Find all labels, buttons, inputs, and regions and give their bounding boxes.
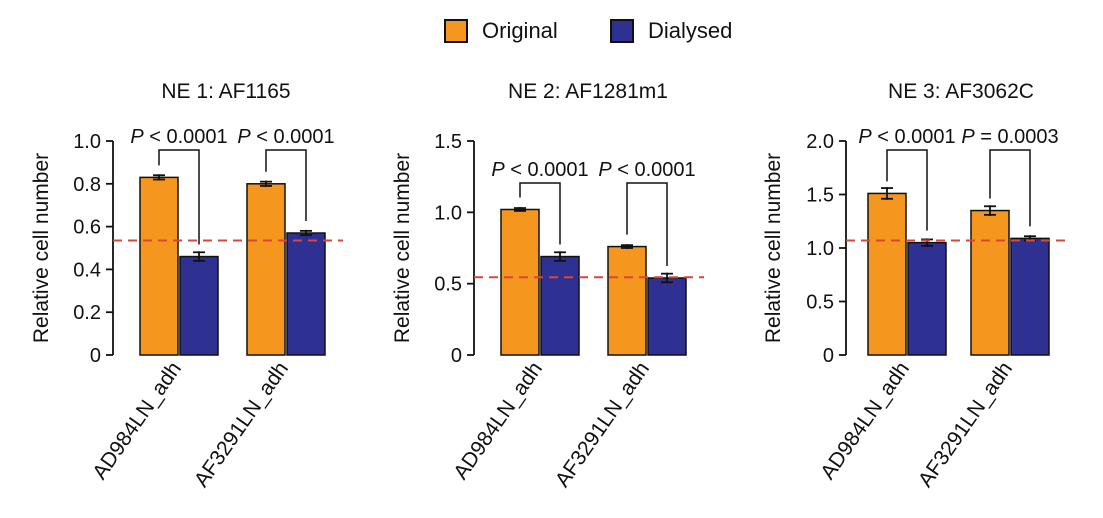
panel-2-title: NE 2: AF1281m1 xyxy=(508,80,668,103)
panel-2-bar-original-2 xyxy=(607,245,647,356)
legend-swatch-dialysed xyxy=(610,19,634,43)
panel-3-sig-bracket-2 xyxy=(989,149,1031,227)
panel-3-ylabel: Relative cell number xyxy=(762,153,785,343)
panel-2-category-label: AF3291LN_adh xyxy=(551,358,654,492)
legend-item-original: Original xyxy=(444,14,558,48)
panel-2-sig-bracket-1 xyxy=(519,182,561,245)
panel-1-ytick-label: 1.0 xyxy=(73,131,101,153)
panel-2-category-label: AD984LN_adh xyxy=(449,358,547,484)
panel-1-bar-dialysed-1 xyxy=(179,255,219,356)
panel-1-title: NE 1: AF1165 xyxy=(161,80,290,103)
panel-2-ylabel: Relative cell number xyxy=(391,153,414,343)
panel-3-title: NE 3: AF3062C xyxy=(888,80,1034,103)
panel-1-ytick-label: 0 xyxy=(90,345,101,367)
panel-1-sig-bracket-1 xyxy=(158,149,200,245)
panel-3-ytick-label: 0 xyxy=(823,345,834,367)
panel-1-ytick-label: 0.8 xyxy=(73,174,101,196)
panel-2-bar-original-1 xyxy=(500,208,540,356)
panel-3-ytick-label: 2.0 xyxy=(806,131,834,153)
panel-2-p-value-2: P < 0.0001 xyxy=(598,159,695,181)
panel-3-category-label: AD984LN_adh xyxy=(816,358,914,484)
panel-2-ytick-label: 1.5 xyxy=(434,131,462,153)
panel-2-p-value-1: P < 0.0001 xyxy=(491,159,588,181)
legend-swatch-original xyxy=(444,19,468,43)
panel-1-category-label: AD984LN_adh xyxy=(88,358,186,484)
panel-1-sig-bracket-2 xyxy=(265,149,307,222)
panel-3-bar-dialysed-2 xyxy=(1010,237,1050,356)
panel-3-ytick-label: 1.0 xyxy=(806,238,834,260)
panel-1-category-label: AF3291LN_adh xyxy=(190,358,293,492)
panel-1-ytick-label: 0.6 xyxy=(73,217,101,239)
panel-3-bar-original-2 xyxy=(970,209,1010,356)
panel-2-bar-dialysed-2 xyxy=(647,277,687,356)
panel-1-p-value-2: P < 0.0001 xyxy=(237,126,334,148)
panel-3-p-value-2: P = 0.0003 xyxy=(961,126,1058,148)
panel-3-p-value-1: P < 0.0001 xyxy=(858,126,955,148)
legend-label-dialysed: Dialysed xyxy=(648,18,733,43)
legend-item-dialysed: Dialysed xyxy=(610,14,732,48)
panel-1-bar-original-1 xyxy=(139,176,179,356)
panel-3-sig-bracket-1 xyxy=(886,149,928,231)
panel-3-bar-original-1 xyxy=(867,192,907,356)
panel-3-category-label: AF3291LN_adh xyxy=(914,358,1017,492)
panel-2-ytick-label: 0.5 xyxy=(434,274,462,296)
panel-3-ytick-label: 0.5 xyxy=(806,292,834,314)
panel-2-ytick-label: 1.0 xyxy=(434,202,462,224)
panel-1-p-value-1: P < 0.0001 xyxy=(130,126,227,148)
panel-1-bar-original-2 xyxy=(246,183,286,356)
panel-2-bar-dialysed-1 xyxy=(540,255,580,356)
panel-2-ytick-label: 0 xyxy=(451,345,462,367)
panel-1-ylabel: Relative cell number xyxy=(30,153,53,343)
panel-1-bar-dialysed-2 xyxy=(286,232,326,356)
panel-2-sig-bracket-2 xyxy=(626,182,668,266)
panel-3-ytick-label: 1.5 xyxy=(806,185,834,207)
panel-3-bar-dialysed-1 xyxy=(907,241,947,356)
panel-1-ytick-label: 0.4 xyxy=(73,259,101,281)
panel-1-ytick-label: 0.2 xyxy=(73,302,101,324)
legend-label-original: Original xyxy=(482,18,558,43)
legend: Original Dialysed xyxy=(0,14,1103,48)
